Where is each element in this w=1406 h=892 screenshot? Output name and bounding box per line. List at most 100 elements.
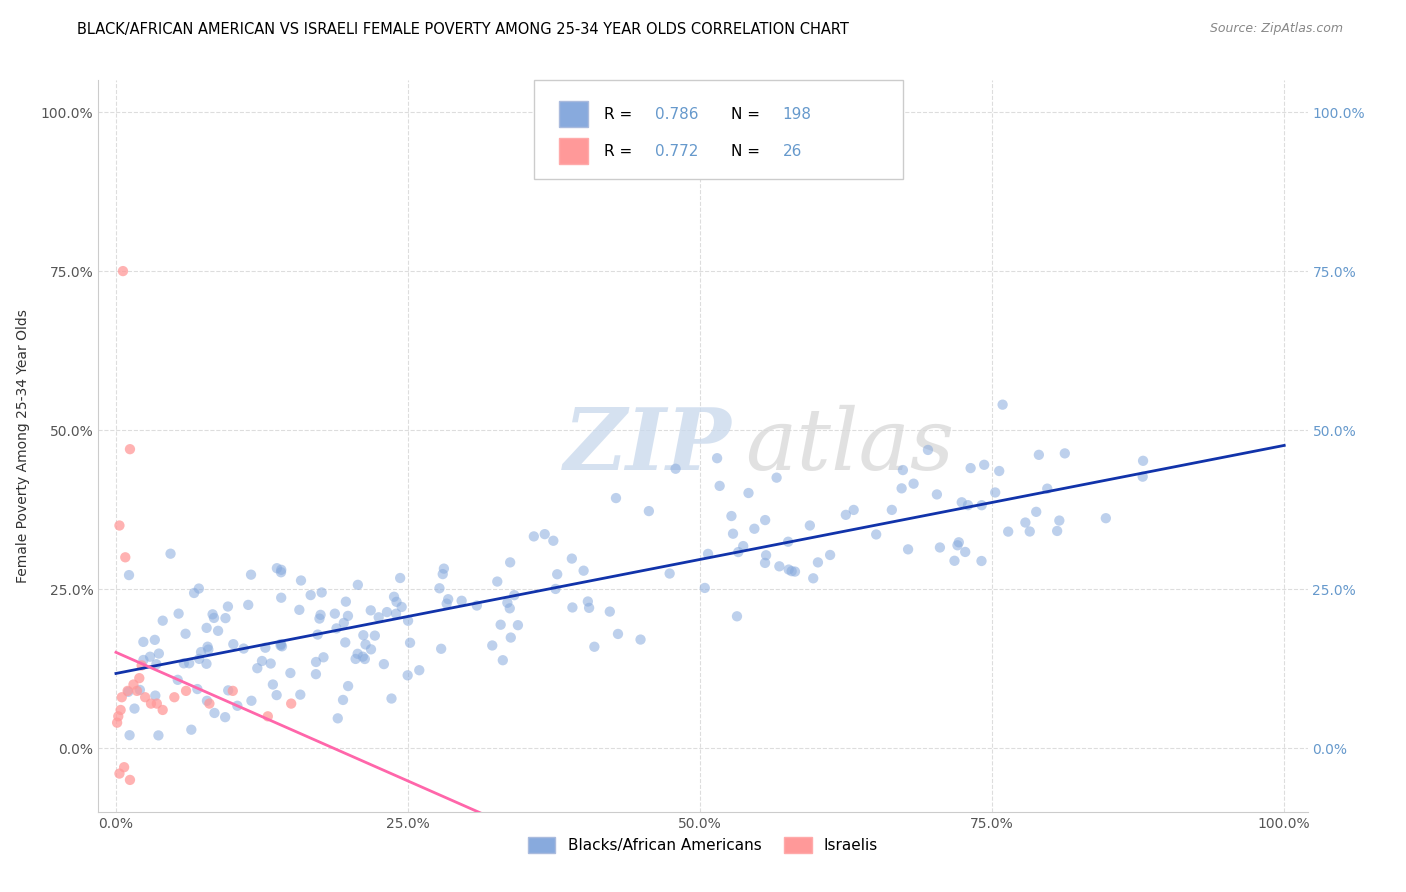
Point bbox=[360, 642, 382, 657]
Point bbox=[693, 581, 716, 595]
Point bbox=[544, 582, 567, 596]
Point bbox=[880, 503, 903, 517]
Point bbox=[174, 684, 197, 698]
Point bbox=[1095, 511, 1118, 525]
Point bbox=[929, 541, 952, 555]
Point bbox=[389, 571, 412, 585]
Point bbox=[131, 658, 153, 673]
Point bbox=[396, 614, 419, 628]
Point bbox=[637, 504, 659, 518]
Point bbox=[1053, 446, 1076, 460]
Point bbox=[167, 607, 190, 621]
Point bbox=[396, 668, 419, 682]
Legend: Blacks/African Americans, Israelis: Blacks/African Americans, Israelis bbox=[522, 830, 884, 859]
Point bbox=[903, 476, 925, 491]
Point bbox=[204, 706, 226, 720]
Point bbox=[778, 563, 800, 577]
Point bbox=[112, 760, 135, 774]
Point bbox=[299, 588, 322, 602]
Point bbox=[408, 663, 430, 677]
Point bbox=[250, 654, 273, 668]
Text: N =: N = bbox=[731, 107, 765, 122]
Point bbox=[499, 555, 522, 569]
Point bbox=[984, 485, 1007, 500]
Point bbox=[375, 605, 398, 619]
Point bbox=[111, 690, 134, 705]
Point bbox=[697, 547, 720, 561]
Point bbox=[179, 657, 201, 671]
Point bbox=[727, 545, 749, 559]
Point bbox=[561, 551, 583, 566]
Point bbox=[1132, 469, 1154, 483]
Text: BLACK/AFRICAN AMERICAN VS ISRAELI FEMALE POVERTY AMONG 25-34 YEAR OLDS CORRELATI: BLACK/AFRICAN AMERICAN VS ISRAELI FEMALE… bbox=[77, 22, 849, 37]
Point bbox=[437, 592, 460, 607]
Point bbox=[332, 693, 354, 707]
Point bbox=[110, 703, 132, 717]
Point bbox=[305, 667, 328, 681]
Point bbox=[336, 608, 359, 623]
Point bbox=[107, 709, 129, 723]
Point bbox=[195, 621, 218, 635]
Point bbox=[465, 599, 488, 613]
Point bbox=[658, 566, 681, 581]
Point bbox=[950, 495, 973, 509]
Point bbox=[948, 535, 970, 549]
Point bbox=[842, 503, 865, 517]
Text: 198: 198 bbox=[783, 107, 811, 122]
Point bbox=[240, 694, 263, 708]
Point bbox=[270, 563, 292, 577]
Point bbox=[486, 574, 509, 589]
Point bbox=[818, 548, 841, 562]
Point bbox=[214, 611, 236, 625]
Point bbox=[865, 527, 887, 541]
Point bbox=[755, 548, 778, 562]
Point bbox=[835, 508, 858, 522]
Point bbox=[481, 639, 503, 653]
Point bbox=[266, 561, 288, 575]
Point bbox=[344, 652, 367, 666]
Point bbox=[197, 642, 219, 657]
Point bbox=[111, 264, 134, 278]
Point bbox=[353, 652, 375, 666]
Point bbox=[174, 626, 197, 640]
Point bbox=[380, 691, 402, 706]
Point bbox=[262, 677, 284, 691]
Point bbox=[143, 632, 166, 647]
Point bbox=[399, 636, 422, 650]
Point bbox=[925, 487, 948, 501]
Point bbox=[1014, 516, 1036, 530]
Text: 0.772: 0.772 bbox=[655, 144, 697, 159]
Point bbox=[325, 621, 347, 635]
Point bbox=[917, 442, 939, 457]
Point bbox=[1047, 514, 1070, 528]
Point bbox=[347, 578, 370, 592]
Point bbox=[1018, 524, 1040, 539]
Point bbox=[499, 601, 522, 615]
Point bbox=[801, 571, 824, 585]
Point bbox=[323, 607, 346, 621]
Point bbox=[128, 671, 150, 685]
Point bbox=[226, 698, 249, 713]
Point bbox=[1028, 448, 1050, 462]
Point bbox=[346, 647, 368, 661]
Point bbox=[214, 710, 236, 724]
Point bbox=[152, 703, 174, 717]
Point bbox=[201, 607, 224, 622]
Point bbox=[260, 657, 283, 671]
Point bbox=[118, 772, 141, 787]
Point bbox=[187, 582, 209, 596]
Point bbox=[122, 677, 145, 691]
Point bbox=[105, 715, 128, 730]
Point bbox=[605, 491, 627, 505]
Point bbox=[733, 539, 755, 553]
Point bbox=[159, 547, 181, 561]
Point bbox=[333, 615, 356, 630]
Point bbox=[436, 597, 458, 611]
Point bbox=[503, 588, 526, 602]
Point bbox=[308, 611, 330, 625]
Point bbox=[630, 632, 652, 647]
Point bbox=[778, 534, 800, 549]
Point bbox=[125, 684, 148, 698]
Point bbox=[270, 566, 292, 580]
Point bbox=[326, 711, 349, 725]
